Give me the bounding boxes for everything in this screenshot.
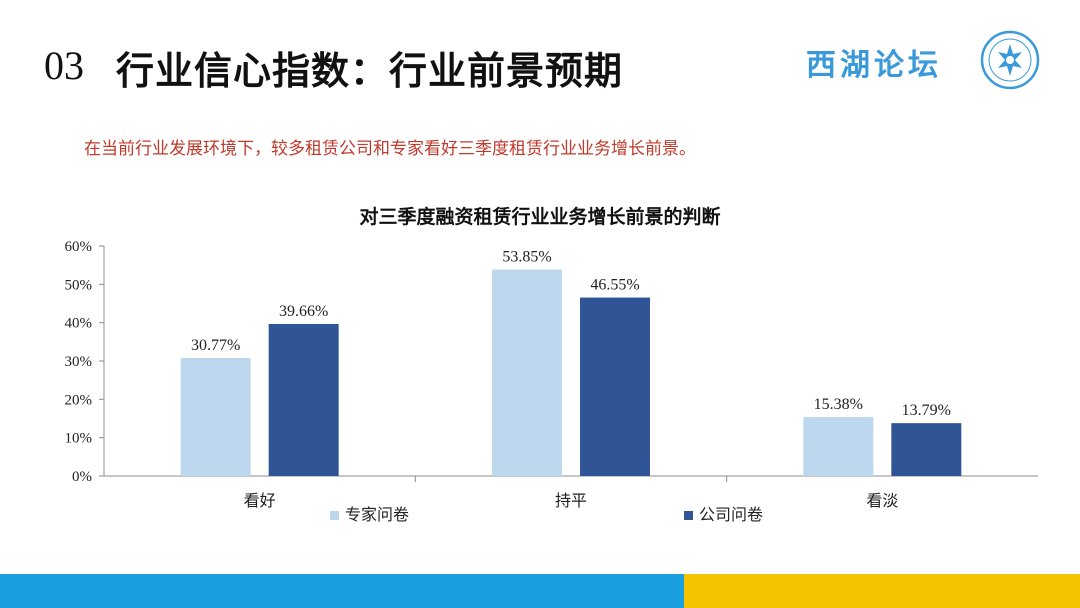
data-label: 39.66% — [279, 303, 328, 320]
logo-wordmark: 西湖论坛 — [806, 48, 942, 83]
x-category-label: 看好 — [244, 491, 276, 510]
bottom-bar-yellow — [684, 574, 1080, 608]
data-label: 53.85% — [502, 249, 551, 266]
data-label: 13.79% — [902, 402, 951, 419]
x-category-label: 持平 — [555, 491, 587, 510]
x-category-label: 看淡 — [866, 491, 898, 510]
data-label: 46.55% — [590, 277, 639, 294]
forum-seal-icon — [980, 30, 1040, 90]
bottom-bar-blue — [0, 574, 684, 608]
bar-company — [891, 423, 962, 476]
y-tick-label: 60% — [65, 239, 93, 255]
legend-label: 公司问卷 — [699, 505, 763, 524]
y-tick-label: 40% — [65, 316, 93, 332]
y-tick-label: 30% — [65, 354, 93, 370]
legend-label: 专家问卷 — [345, 505, 409, 524]
bar-expert — [180, 358, 251, 476]
bar-expert — [492, 269, 562, 476]
legend-swatch — [684, 511, 693, 520]
bar-company — [268, 323, 339, 476]
slide-title: 行业信心指数：行业前景预期 — [116, 49, 624, 93]
bar-expert — [803, 417, 874, 476]
y-tick-label: 20% — [65, 392, 93, 408]
slide-header: 03 行业信心指数：行业前景预期 西湖论坛 — [0, 0, 1080, 110]
y-tick-label: 0% — [72, 469, 92, 485]
data-label: 15.38% — [814, 396, 863, 413]
chart-title: 对三季度融资租赁行业业务增长前景的判断 — [359, 206, 721, 228]
legend-swatch — [330, 511, 339, 520]
y-tick-label: 50% — [65, 277, 93, 293]
bar-company — [580, 297, 650, 476]
bottom-decor-bar — [0, 574, 1080, 608]
data-label: 30.77% — [191, 337, 240, 354]
y-tick-label: 10% — [65, 431, 93, 447]
section-number: 03 — [44, 43, 84, 88]
slide-subtitle: 在当前行业发展环境下，较多租赁公司和专家看好三季度租赁行业业务增长前景。 — [84, 139, 696, 159]
